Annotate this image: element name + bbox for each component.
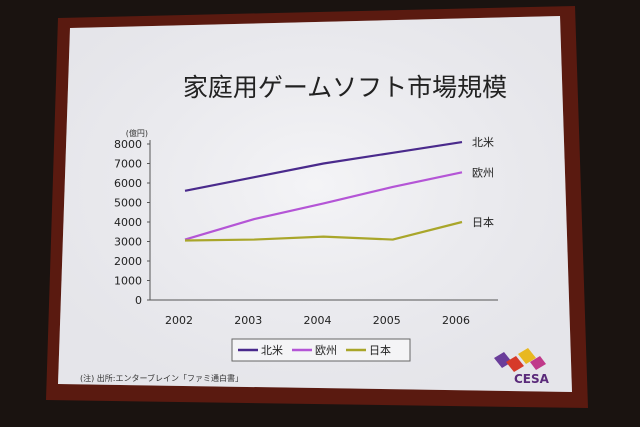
series-end-label: 欧州 [472,166,494,179]
y-axis-label: (億円) [126,128,148,138]
y-tick-label: 1000 [114,275,142,288]
logo-shape-yellow [518,348,536,364]
logo-shape-purple [494,352,512,368]
slide-title: 家庭用ゲームソフト市場規模 [183,73,507,102]
source-note: (注) 出所:エンターブレイン「ファミ通白書」 [80,373,243,383]
x-tick-label: 2004 [304,314,332,327]
x-tick-label: 2002 [165,314,193,327]
x-tick-label: 2006 [442,314,470,327]
series-end-label: 日本 [472,215,494,229]
y-tick-label: 5000 [114,197,142,210]
x-tick-label: 2005 [373,314,401,327]
y-tick-label: 8000 [114,138,142,151]
legend-label: 欧州 [315,344,337,357]
y-tick-label: 0 [135,294,142,307]
y-tick-label: 7000 [114,158,142,171]
y-tick-label: 3000 [114,236,142,249]
y-tick-label: 2000 [114,255,142,268]
x-tick-label: 2003 [234,314,262,327]
legend-box [231,338,411,362]
y-tick-label: 4000 [114,216,142,229]
logo-text: CESA [514,372,550,386]
y-tick-label: 6000 [114,177,142,190]
legend-label: 北米 [261,344,283,357]
cesa-logo: CESA [494,348,550,386]
series-end-label: 北米 [472,136,494,149]
legend-label: 日本 [369,343,391,357]
logo-shape-red [506,356,524,372]
line-chart: (億円)8000 7000 6000 5000 4000 3000 2000 1000 0 200… [114,128,498,362]
logo-shape-pink [530,356,546,370]
slide-glow [58,16,572,392]
